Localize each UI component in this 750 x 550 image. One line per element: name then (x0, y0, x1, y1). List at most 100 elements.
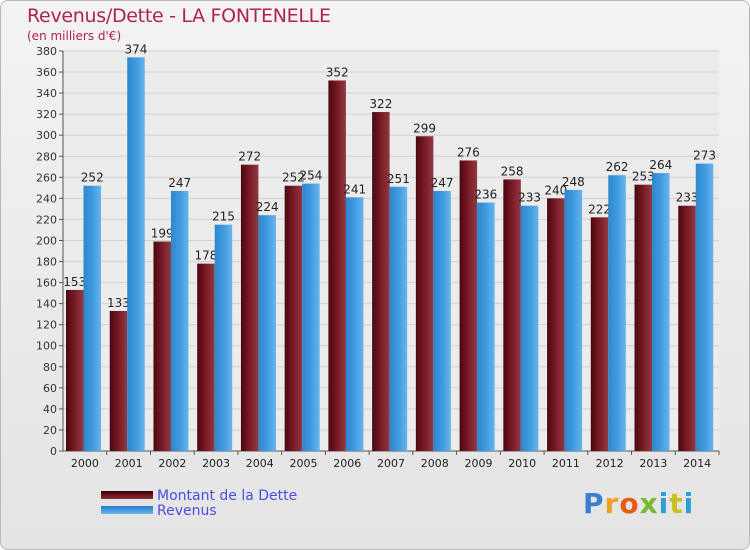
data-label: 153 (63, 275, 86, 289)
x-tick-label: 2012 (596, 457, 624, 470)
bar-revenus (389, 186, 408, 451)
data-label: 248 (562, 175, 585, 189)
data-label: 247 (431, 176, 454, 190)
data-label: 233 (518, 191, 541, 205)
legend-swatch-dette (101, 491, 153, 499)
legend-swatch-revenus (101, 506, 153, 514)
data-label: 241 (343, 182, 366, 196)
data-label: 262 (606, 160, 629, 174)
y-tick-label: 160 (36, 277, 57, 290)
data-label: 240 (544, 183, 567, 197)
bar-dette (372, 112, 390, 451)
data-label: 222 (588, 202, 611, 216)
bar-dette (284, 185, 303, 451)
y-tick-label: 80 (43, 361, 57, 374)
y-tick-label: 60 (43, 382, 57, 395)
bar-dette (459, 160, 478, 451)
x-tick-label: 2006 (333, 457, 361, 470)
y-tick-label: 120 (36, 319, 57, 332)
y-tick-label: 0 (50, 445, 57, 458)
y-tick-label: 280 (36, 150, 57, 163)
bar-revenus (433, 191, 451, 451)
y-tick-label: 100 (36, 340, 57, 353)
bar-dette (678, 205, 696, 451)
chart-subtitle: (en milliers d'€) (27, 29, 122, 43)
y-tick-label: 220 (36, 213, 57, 226)
bar-revenus (564, 189, 583, 451)
bar-revenus (520, 205, 539, 451)
bar-revenus (608, 175, 626, 452)
chart-title: Revenus/Dette - LA FONTENELLE (27, 5, 331, 27)
bar-revenus (345, 197, 364, 451)
y-tick-label: 40 (43, 403, 57, 416)
bar-dette (109, 311, 128, 451)
bar-dette (240, 164, 259, 451)
y-tick-label: 180 (36, 256, 57, 269)
x-tick-label: 2010 (508, 457, 536, 470)
data-label: 273 (693, 149, 716, 163)
bar-dette (415, 136, 434, 451)
bar-revenus (127, 57, 145, 451)
bar-revenus (258, 215, 276, 451)
data-label: 247 (168, 176, 191, 190)
data-label: 215 (212, 210, 235, 224)
bar-dette (197, 263, 215, 451)
x-tick-label: 2000 (71, 457, 99, 470)
x-tick-label: 2014 (683, 457, 711, 470)
data-label: 258 (501, 164, 524, 178)
data-label: 264 (649, 158, 672, 172)
data-label: 322 (369, 97, 392, 111)
bar-dette (634, 184, 653, 451)
y-tick-label: 300 (36, 129, 57, 142)
data-label: 224 (256, 200, 279, 214)
y-tick-label: 360 (36, 66, 57, 79)
data-label: 352 (326, 65, 349, 79)
data-label: 252 (81, 171, 104, 185)
y-tick-label: 340 (36, 87, 57, 100)
data-label: 253 (632, 170, 655, 184)
bar-dette (590, 217, 609, 451)
x-tick-label: 2005 (290, 457, 318, 470)
bar-revenus (302, 183, 320, 451)
x-tick-label: 2001 (115, 457, 143, 470)
bar-dette (503, 179, 521, 451)
bar-dette (153, 241, 171, 451)
bar-revenus (477, 202, 495, 451)
data-label: 199 (151, 227, 174, 241)
x-tick-label: 2002 (158, 457, 186, 470)
x-tick-label: 2013 (639, 457, 667, 470)
y-tick-label: 140 (36, 298, 57, 311)
data-label: 133 (107, 296, 130, 310)
bar-revenus (170, 191, 189, 451)
data-label: 178 (194, 249, 217, 263)
bar-dette (547, 198, 565, 451)
data-label: 374 (125, 42, 148, 56)
data-label: 272 (238, 150, 261, 164)
bar-revenus (652, 173, 670, 451)
bar-revenus (695, 163, 714, 451)
x-tick-label: 2007 (377, 457, 405, 470)
data-label: 276 (457, 145, 480, 159)
bar-dette (328, 80, 346, 451)
y-tick-label: 380 (36, 45, 57, 58)
y-tick-label: 260 (36, 171, 57, 184)
y-tick-label: 20 (43, 424, 57, 437)
data-label: 236 (474, 188, 497, 202)
x-tick-label: 2003 (202, 457, 230, 470)
bar-revenus (214, 224, 233, 451)
bar-revenus (83, 185, 101, 451)
x-tick-label: 2009 (464, 457, 492, 470)
y-tick-label: 240 (36, 192, 57, 205)
y-tick-label: 320 (36, 108, 57, 121)
data-label: 252 (282, 171, 305, 185)
x-tick-label: 2008 (421, 457, 449, 470)
proxiti-logo: Proxiti (583, 487, 695, 520)
bar-dette (66, 289, 84, 451)
y-tick-label: 200 (36, 234, 57, 247)
data-label: 251 (387, 172, 410, 186)
x-tick-label: 2011 (552, 457, 580, 470)
data-label: 299 (413, 121, 436, 135)
data-label: 254 (299, 169, 322, 183)
